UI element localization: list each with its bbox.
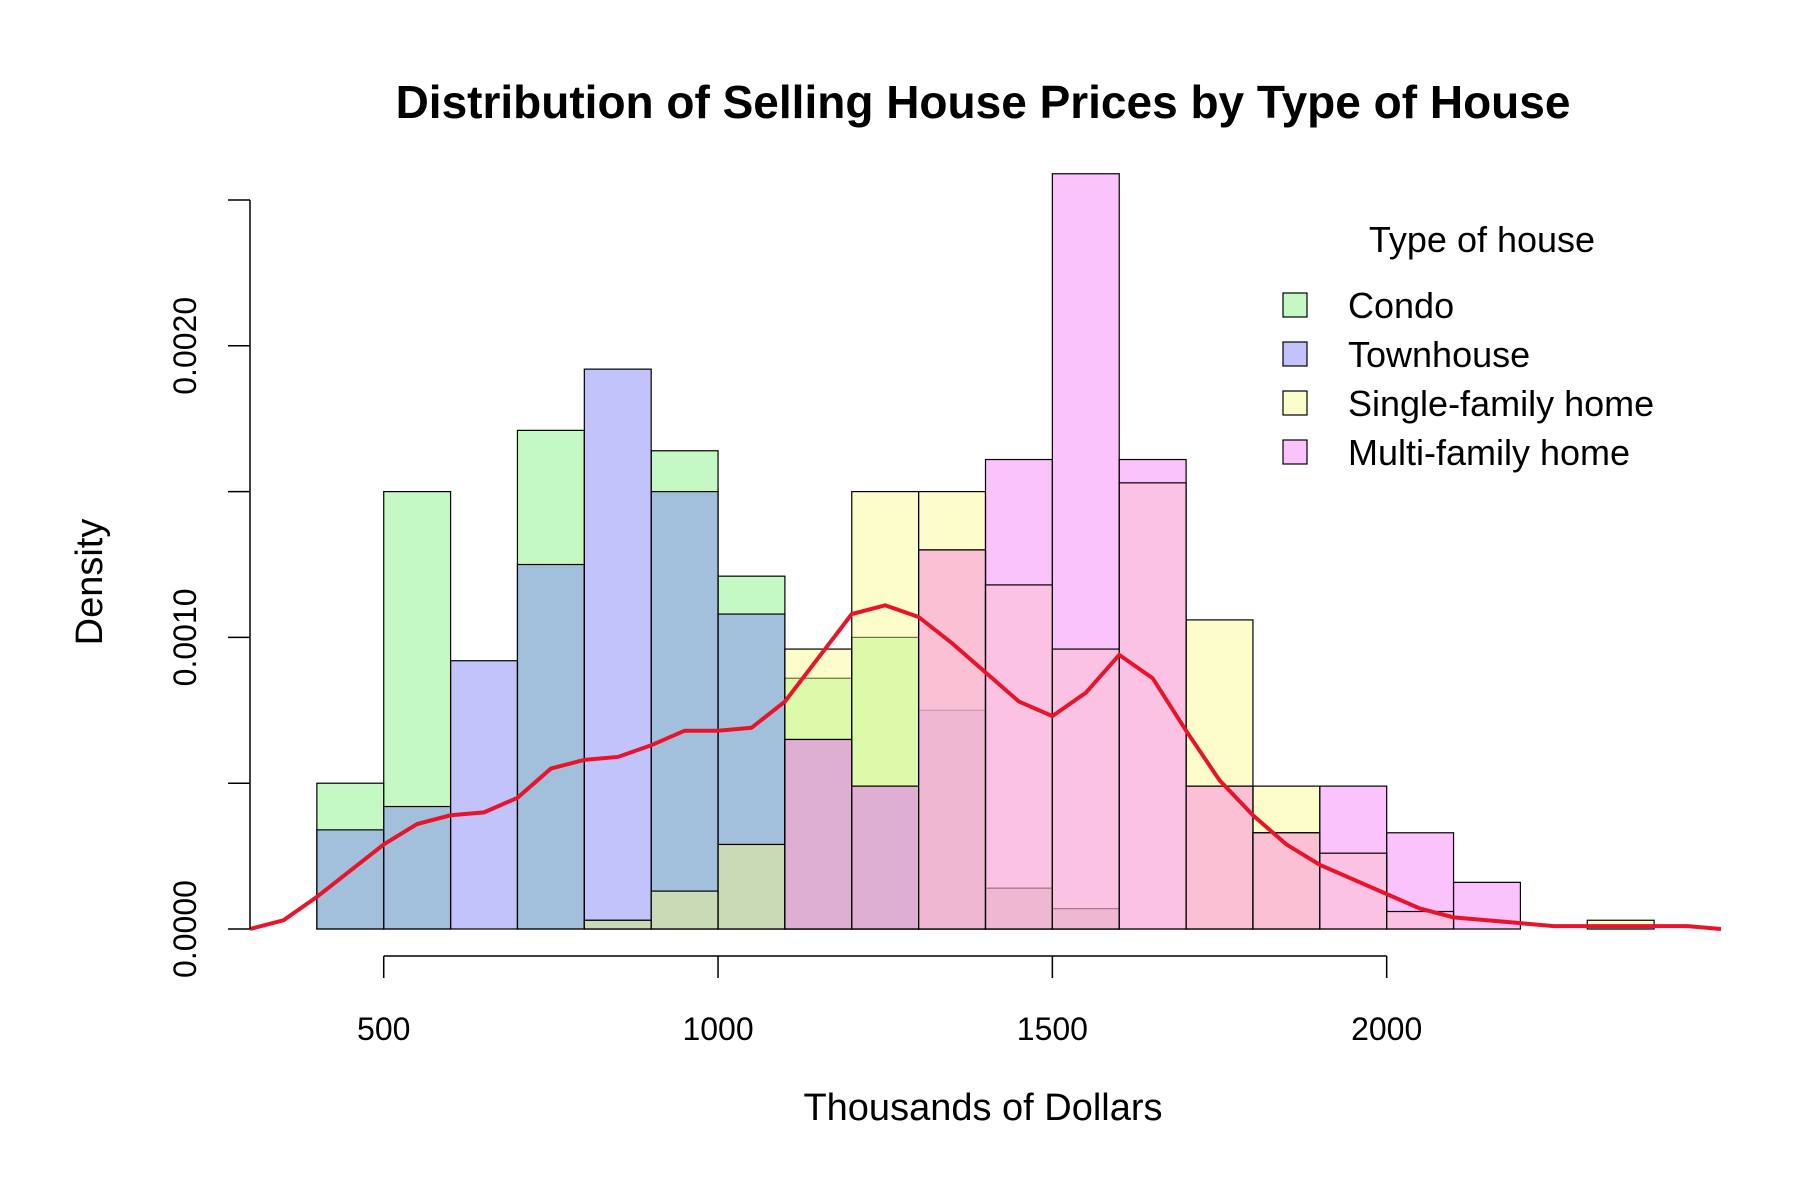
bar-condo-6 <box>784 677 853 930</box>
bar-townhouse-2 <box>449 660 519 930</box>
legend: Type of house Condo Townhouse Single-famil… <box>1282 219 1654 473</box>
bar-townhouse-0 <box>316 829 385 930</box>
bar-single-family-home-front--4 <box>1185 785 1254 930</box>
bar-single-family-home-front--0 <box>918 549 987 930</box>
x-axis-label: Thousands of Dollars <box>803 1087 1162 1129</box>
bar-condo-7 <box>851 636 920 930</box>
y-axis: 0.0000 0.0010 0.0020 <box>167 199 251 978</box>
bar-single-family-home-2 <box>717 843 786 930</box>
bar-single-family-home-4 <box>851 491 920 930</box>
bar-single-family-home-front--3 <box>1118 482 1187 930</box>
bar-condo-0 <box>316 782 385 930</box>
bar-townhouse-3 <box>516 563 585 930</box>
bar-condo-1 <box>383 491 452 930</box>
legend-swatch-0 <box>1282 292 1308 318</box>
legend-swatch-1 <box>1282 341 1308 367</box>
legend-label-3: Multi-family home <box>1348 432 1630 473</box>
density-curve <box>249 603 1722 931</box>
legend-swatch-3 <box>1282 439 1308 465</box>
bar-townhouse-5 <box>650 491 719 930</box>
legend-title: Type of house <box>1369 219 1595 260</box>
bar-multi-family-home-2 <box>918 549 987 930</box>
bar-multi-family-home-0 <box>784 738 853 930</box>
legend-label-2: Single-family home <box>1348 383 1654 424</box>
bar-single-family-home-1 <box>650 890 719 930</box>
legend-label-1: Townhouse <box>1348 334 1530 375</box>
x-tick-label-2: 1500 <box>1017 1011 1088 1047</box>
bar-townhouse-6 <box>717 613 786 930</box>
bar-townhouse-1 <box>383 805 452 930</box>
bar-townhouse-7 <box>784 738 853 930</box>
chart-title: Distribution of Selling House Prices by … <box>396 76 1571 128</box>
y-tick-label-2: 0.0020 <box>167 297 203 395</box>
bar-single-family-home-front--2 <box>1051 648 1120 930</box>
y-tick-label-1: 0.0010 <box>167 588 203 686</box>
bar-multi-family-home-6 <box>1185 785 1254 930</box>
bar-single-family-home-front--7 <box>1386 910 1455 930</box>
x-tick-label-3: 2000 <box>1351 1011 1422 1047</box>
x-axis: 500 1000 1500 2000 <box>357 955 1422 1047</box>
bar-multi-family-home-4 <box>1051 173 1120 930</box>
bar-single-family-home-0 <box>583 919 652 930</box>
y-tick-label-0: 0.0000 <box>167 880 203 978</box>
x-tick-label-0: 500 <box>357 1011 410 1047</box>
bar-condo-4 <box>650 450 719 930</box>
bar-multi-family-home-1 <box>851 785 920 930</box>
legend-label-0: Condo <box>1348 285 1454 326</box>
bar-single-family-home-front--5 <box>1252 832 1321 930</box>
legend-swatch-2 <box>1282 390 1308 416</box>
bar-single-family-home-5 <box>918 491 987 930</box>
bar-single-family-home-3 <box>784 648 853 930</box>
y-axis-label: Density <box>69 519 111 646</box>
x-tick-label-1: 1000 <box>682 1011 753 1047</box>
bar-single-family-home-front--1 <box>984 584 1053 930</box>
bar-townhouse-4 <box>583 368 652 930</box>
bar-single-family-home-8 <box>1185 619 1254 930</box>
bar-condo-5 <box>717 575 786 930</box>
bars-layer <box>316 173 1655 930</box>
bar-condo-2 <box>516 429 585 930</box>
